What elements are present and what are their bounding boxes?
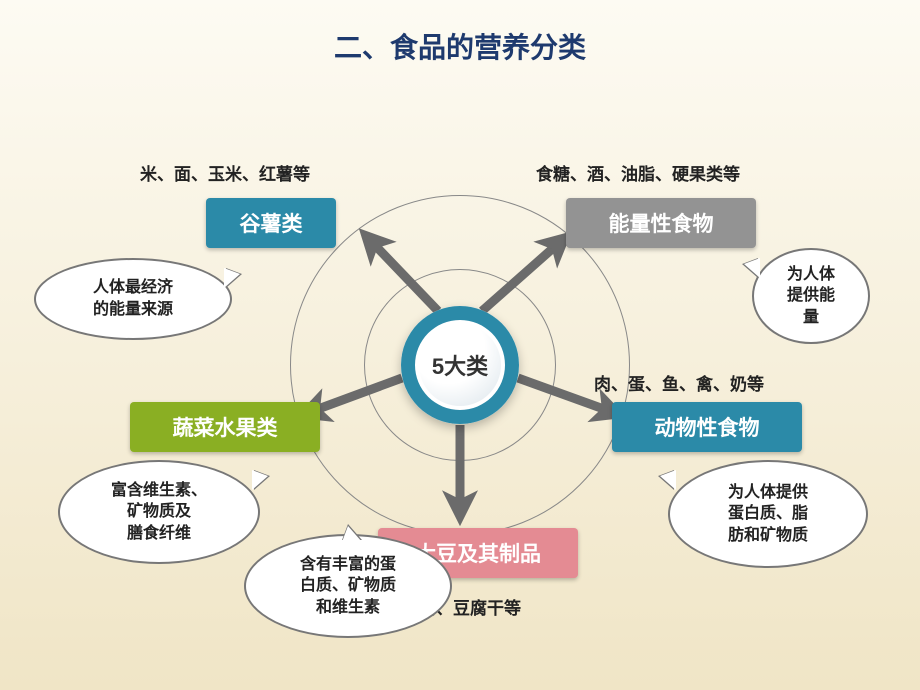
caption-animal: 肉、蛋、鱼、禽、奶等 bbox=[594, 370, 764, 395]
caption-grains: 米、面、玉米、红薯等 bbox=[140, 160, 310, 185]
bubble-energy: 为人体提供能量 bbox=[752, 248, 870, 344]
bubble-animal: 为人体提供蛋白质、脂肪和矿物质 bbox=[668, 460, 868, 568]
node-animal: 动物性食物 bbox=[612, 402, 802, 452]
center-label: 5大类 bbox=[432, 349, 488, 381]
node-energy: 能量性食物 bbox=[566, 198, 756, 248]
bubble-soy: 含有丰富的蛋白质、矿物质和维生素 bbox=[244, 534, 452, 638]
caption-energy: 食糖、酒、油脂、硬果类等 bbox=[536, 160, 740, 185]
node-grains: 谷薯类 bbox=[206, 198, 336, 248]
diagram-canvas: 5大类 米、面、玉米、红薯等谷薯类人体最经济的能量来源 食糖、酒、油脂、硬果类等能… bbox=[0, 0, 920, 690]
bubble-grains: 人体最经济的能量来源 bbox=[34, 258, 232, 340]
node-vegfruit: 蔬菜水果类 bbox=[130, 402, 320, 452]
center-hub: 5大类 bbox=[401, 306, 519, 424]
bubble-vegfruit: 富含维生素、矿物质及膳食纤维 bbox=[58, 460, 260, 564]
